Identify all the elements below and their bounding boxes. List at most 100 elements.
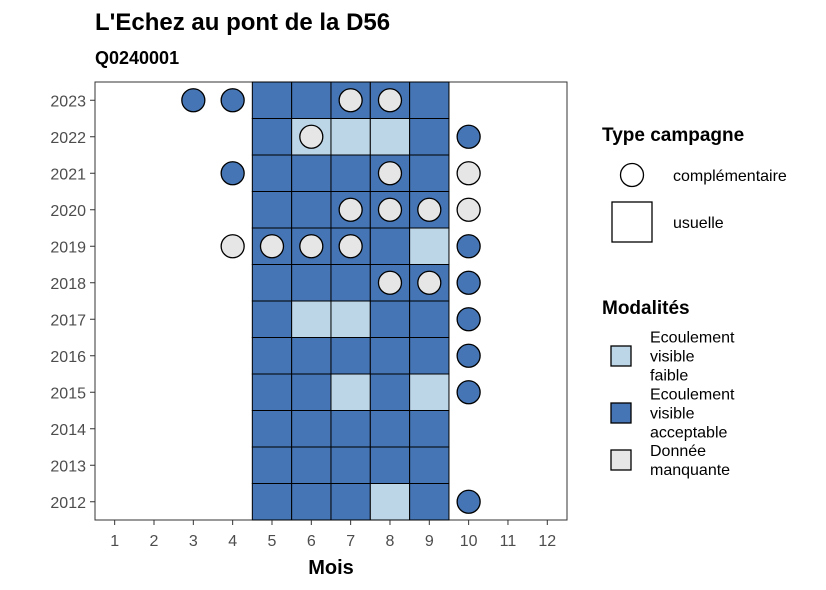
point-2018-9: [417, 270, 442, 295]
legend-key-complementaire: [619, 162, 645, 188]
cell-2012-8: [369, 483, 411, 521]
x-tick-label-8: 8: [386, 533, 395, 550]
y-axis: 2012 2013 2014 2015 2016 2017 2018 2019 2020 2021…: [50, 93, 95, 512]
y-tick-label-2023: 2023: [50, 93, 86, 110]
y-tick-label-2013: 2013: [50, 458, 86, 475]
point-2015-10: [456, 380, 481, 405]
cell-2017-9: [409, 300, 450, 338]
legend-key-ecoulement-visible-acceptable: [610, 402, 632, 424]
y-tick-label-2016: 2016: [50, 349, 86, 366]
cell-2013-8: [369, 446, 411, 484]
point-2018-10: [456, 270, 481, 295]
cell-2018-7: [330, 264, 371, 302]
cell-2013-5: [251, 446, 293, 484]
cell-2017-8: [369, 300, 411, 338]
legend-key-donnee-manquante: [610, 449, 632, 471]
legend-modalites-title: Modalités: [602, 298, 690, 319]
point-2023-4: [220, 88, 245, 113]
y-tick-label-2014: 2014: [50, 422, 86, 439]
cell-2022-5: [251, 118, 293, 156]
y-tick-label-2012: 2012: [50, 495, 86, 512]
cell-2020-6: [291, 191, 332, 229]
y-tick-label-2022: 2022: [50, 130, 86, 147]
y-tick-label-2019: 2019: [50, 239, 86, 256]
point-2020-9: [417, 197, 442, 222]
x-tick-label-2: 2: [150, 533, 159, 550]
point-2019-6: [299, 234, 324, 259]
point-2023-8: [377, 88, 403, 113]
point-2023-7: [338, 88, 363, 113]
x-tick-label-12: 12: [538, 533, 556, 550]
chart-title: L'Echez au pont de la D56: [95, 9, 390, 36]
cell-2018-5: [251, 264, 293, 302]
cell-2013-9: [409, 446, 450, 484]
cell-2021-7: [330, 154, 371, 192]
x-tick-label-11: 11: [500, 533, 517, 550]
cell-2014-7: [330, 410, 371, 448]
cell-2017-6: [291, 300, 332, 338]
point-2019-4: [220, 234, 245, 259]
cell-2022-9: [409, 118, 450, 156]
y-tick-label-2018: 2018: [50, 276, 86, 293]
x-tick-label-10: 10: [460, 533, 478, 550]
usuelle-cells: [251, 81, 450, 521]
cell-2016-6: [291, 337, 332, 375]
cell-2023-5: [251, 81, 293, 119]
cell-2014-6: [291, 410, 332, 448]
cell-2019-9: [409, 227, 450, 265]
x-tick-label-1: 1: [110, 533, 119, 550]
point-2022-6: [299, 124, 324, 149]
cell-2020-9: [409, 191, 450, 229]
cell-2012-7: [330, 483, 371, 521]
legend-key-ecoulement-visible-faible: [610, 345, 632, 367]
legend-label-complementaire: complémentaire: [673, 168, 787, 185]
legend-label-usuelle: usuelle: [673, 215, 724, 232]
y-tick-label-2015: 2015: [50, 385, 86, 402]
cell-2021-9: [409, 154, 450, 192]
point-2023-3: [181, 88, 206, 113]
cell-2022-7: [330, 118, 371, 156]
x-axis: 1 2 3 4 5 6 7 8 9 10 11 12: [110, 520, 556, 550]
cell-2012-6: [291, 483, 332, 521]
point-2020-10: [456, 197, 481, 222]
complementaire-points: [181, 88, 481, 514]
point-2019-7: [338, 234, 363, 259]
y-tick-label-2020: 2020: [50, 203, 86, 220]
point-2018-8: [377, 270, 403, 295]
point-2020-7: [338, 197, 363, 222]
point-2019-5: [259, 234, 285, 259]
cell-2016-8: [369, 337, 411, 375]
point-2016-10: [456, 343, 481, 368]
cell-2015-5: [251, 373, 293, 411]
cell-2013-6: [291, 446, 332, 484]
cell-2023-9: [409, 81, 450, 119]
legend-type-campagne: Type campagne complémentaire usuelle: [602, 125, 787, 243]
cell-2014-8: [369, 410, 411, 448]
cell-2015-8: [369, 373, 411, 411]
cell-2015-9: [409, 373, 450, 411]
x-tick-label-9: 9: [425, 533, 434, 550]
point-2021-4: [220, 161, 245, 186]
cell-2021-5: [251, 154, 293, 192]
legend-label-donnee-manquante: Donnée manquante: [650, 443, 730, 479]
legend-label-ecoulement-visible-acceptable: Ecoulement visible acceptable: [650, 387, 735, 442]
x-tick-label-6: 6: [307, 533, 316, 550]
cell-2017-7: [330, 300, 371, 338]
x-tick-label-4: 4: [228, 533, 237, 550]
y-tick-label-2017: 2017: [50, 312, 86, 329]
cell-2015-6: [291, 373, 332, 411]
point-2017-10: [456, 307, 481, 332]
point-2022-10: [456, 124, 481, 149]
legend-key-usuelle: [611, 201, 653, 243]
legend-modalites: Modalités Ecoulement visible faibleEcoulem…: [602, 298, 735, 479]
cell-2020-5: [251, 191, 293, 229]
cell-2016-7: [330, 337, 371, 375]
x-tick-label-3: 3: [189, 533, 198, 550]
x-tick-label-5: 5: [268, 533, 277, 550]
cell-2019-8: [369, 227, 411, 265]
legend-type-title: Type campagne: [602, 125, 744, 146]
point-2012-10: [456, 489, 481, 514]
legend-label-ecoulement-visible-faible: Ecoulement visible faible: [650, 330, 735, 385]
